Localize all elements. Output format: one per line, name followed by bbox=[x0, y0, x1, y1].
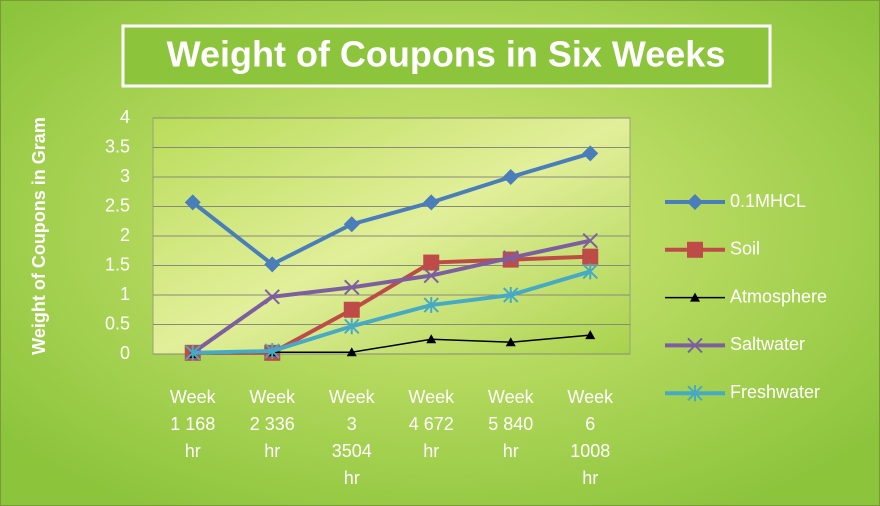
y-tick-label: 1 bbox=[120, 284, 130, 304]
chart-title: Weight of Coupons in Six Weeks bbox=[167, 34, 726, 75]
data-point bbox=[343, 301, 360, 318]
x-tick-label: Week 2 336 hr bbox=[249, 387, 296, 461]
y-tick-label: 2.5 bbox=[105, 195, 130, 215]
legend-marker bbox=[687, 337, 703, 354]
x-tick-label: Week 5 840 hr bbox=[487, 387, 534, 461]
data-point bbox=[423, 194, 440, 211]
data-point bbox=[264, 343, 280, 360]
data-point bbox=[264, 256, 281, 273]
data-point bbox=[502, 169, 519, 185]
series-line bbox=[191, 238, 591, 355]
legend-label: Freshwater bbox=[730, 382, 820, 402]
legend-marker bbox=[687, 385, 703, 402]
y-tick-label: 0 bbox=[120, 343, 130, 363]
x-tick-label: Week 1 168 hr bbox=[169, 387, 216, 461]
data-point bbox=[346, 347, 357, 357]
data-point bbox=[264, 289, 280, 305]
legend-label: Atmosphere bbox=[730, 286, 827, 306]
data-point bbox=[503, 287, 519, 303]
data-point bbox=[505, 337, 516, 347]
data-point bbox=[585, 330, 596, 340]
data-point bbox=[582, 248, 599, 265]
y-tick-label: 4 bbox=[120, 107, 130, 127]
x-tick-label: Week 4 672 hr bbox=[408, 387, 455, 461]
legend-label: Saltwater bbox=[730, 334, 805, 354]
legend-label: 0.1MHCL bbox=[730, 191, 806, 211]
data-point bbox=[184, 194, 201, 211]
data-point bbox=[423, 297, 439, 314]
title-box bbox=[121, 24, 772, 88]
x-tick-label: Week 3 3504 hr bbox=[328, 387, 375, 488]
data-point bbox=[426, 334, 437, 344]
legend-marker bbox=[687, 241, 703, 258]
data-point bbox=[503, 250, 519, 266]
data-point bbox=[344, 318, 360, 335]
data-point bbox=[423, 267, 439, 284]
series-line bbox=[192, 269, 591, 355]
legend-marker bbox=[687, 194, 703, 210]
y-tick-label: 2 bbox=[120, 225, 130, 245]
y-tick-label: 1.5 bbox=[105, 254, 130, 274]
data-point bbox=[343, 216, 360, 233]
y-tick-label: 0.5 bbox=[105, 313, 130, 333]
data-point bbox=[344, 279, 360, 296]
data-point bbox=[582, 233, 598, 249]
data-point bbox=[185, 344, 201, 361]
series-line bbox=[191, 151, 591, 267]
y-tick-label: 3 bbox=[120, 166, 130, 186]
data-point bbox=[423, 254, 440, 271]
legend-marker bbox=[690, 292, 700, 302]
y-tick-label: 3.5 bbox=[105, 136, 130, 156]
legend-label: Soil bbox=[730, 239, 760, 259]
y-axis-label: Weight of Coupons in Gram bbox=[29, 117, 49, 355]
data-point bbox=[582, 263, 598, 280]
data-point bbox=[582, 145, 599, 162]
x-tick-label: Week 6 1008 hr bbox=[567, 387, 614, 488]
